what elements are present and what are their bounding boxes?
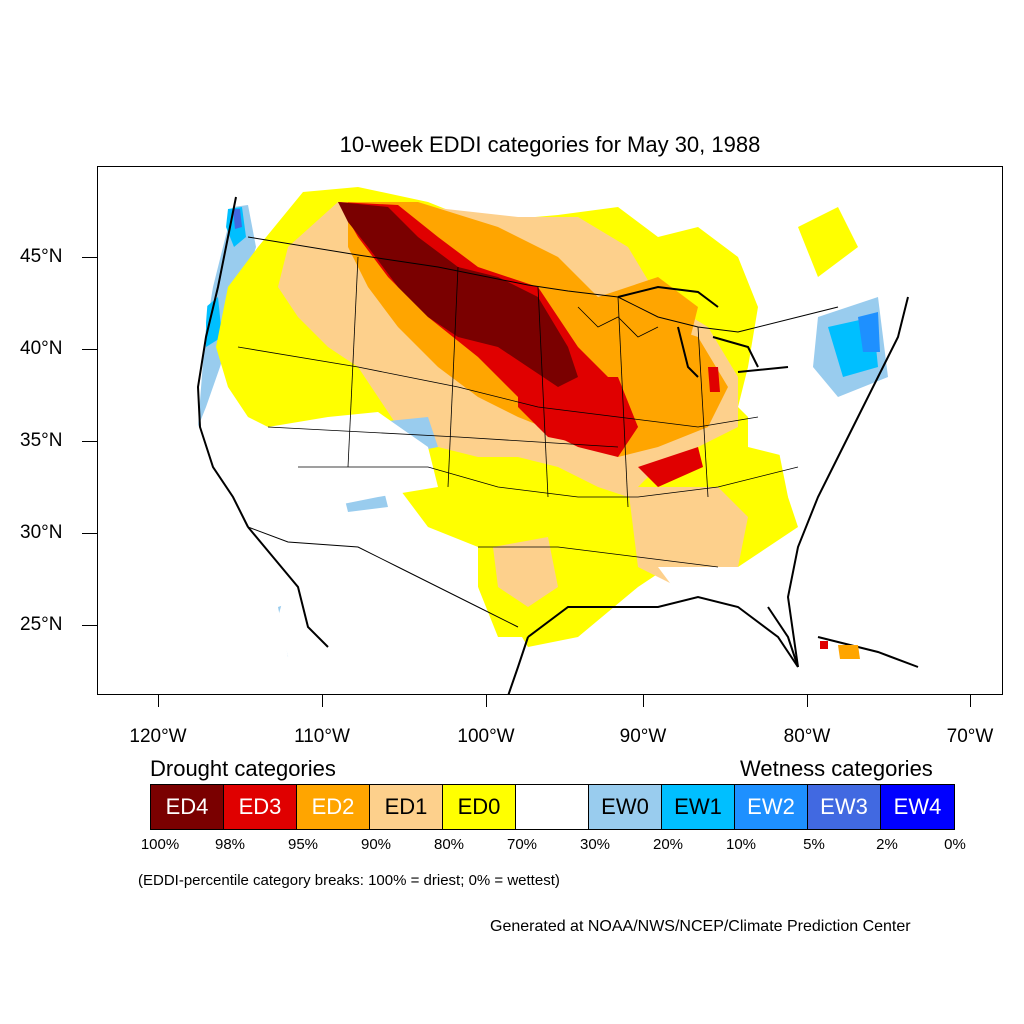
lon-label-70: 70°W (946, 726, 994, 747)
lon-tick-120 (158, 695, 159, 707)
lon-label-100: 100°W (457, 726, 515, 747)
legend-label-ew4: EW4 (893, 794, 942, 819)
pct-label: 2% (876, 836, 898, 853)
legend-box-ed0: ED0 (443, 785, 516, 829)
lat-label-25: 25°N (20, 614, 63, 635)
pct-label: 70% (506, 836, 538, 853)
ocean-blank (98, 167, 218, 694)
legend-note: (EDDI-percentile category breaks: 100% =… (138, 872, 560, 889)
pct-label: 10% (725, 836, 757, 853)
east-coast-blank (748, 377, 828, 457)
legend-label-ed1: ED1 (384, 794, 428, 819)
legend-bar: ED4 ED3 ED2 ED1 ED0 EW0 EW1 EW2 EW3 EW4 (150, 784, 955, 830)
lat-label-35: 35°N (20, 430, 63, 451)
ed1-texas (493, 537, 558, 607)
lat-label-45: 45°N (20, 246, 63, 267)
legend-box-ew3: EW3 (808, 785, 881, 829)
map-canvas (98, 167, 919, 694)
mexico-blank (278, 547, 498, 694)
legend-label-ew2: EW2 (747, 794, 795, 819)
pct-label: 20% (652, 836, 684, 853)
lon-tick-100 (486, 695, 487, 707)
drought-heading: Drought categories (150, 756, 336, 781)
coastline (196, 196, 909, 694)
florida (767, 606, 799, 668)
pct-label: 5% (803, 836, 825, 853)
cuba-ed3-patch (820, 641, 828, 649)
eddi-map (97, 166, 1003, 695)
legend-box-ed2: ED2 (297, 785, 370, 829)
ed1-southeast (628, 487, 748, 587)
ed4-region (338, 202, 578, 387)
pct-label: 90% (360, 836, 392, 853)
legend-box-ed4: ED4 (151, 785, 224, 829)
wetness-heading: Wetness categories (740, 756, 933, 781)
lat-label-30: 30°N (20, 522, 63, 543)
pct-label: 80% (433, 836, 465, 853)
legend-label-ew3: EW3 (820, 794, 868, 819)
lon-tick-110 (322, 695, 323, 707)
legend-box-ed3: ED3 (224, 785, 297, 829)
lon-tick-90 (643, 695, 644, 707)
legend-label-ew0: EW0 (601, 794, 649, 819)
cuba (817, 636, 919, 668)
lon-tick-70 (970, 695, 971, 707)
ed3-kentucky (638, 447, 703, 487)
cuba-ed-patch (838, 645, 860, 659)
lat-tick-35 (82, 441, 97, 442)
legend-box-ew0: EW0 (589, 785, 662, 829)
pct-label: 95% (287, 836, 319, 853)
lat-tick-30 (82, 533, 97, 534)
legend-box-ew1: EW1 (662, 785, 735, 829)
legend-label-ed2: ED2 (311, 794, 355, 819)
pct-label: 100% (140, 836, 180, 853)
legend-label-ed3: ED3 (238, 794, 282, 819)
legend-label-ed4: ED4 (165, 794, 209, 819)
lon-label-80: 80°W (783, 726, 831, 747)
washington-ew3-region (233, 209, 242, 229)
ed3-michigan (708, 367, 720, 392)
mexico-border (247, 526, 519, 628)
pct-label: 0% (944, 836, 966, 853)
oregon-coast-wet (206, 297, 222, 347)
ed0-canada-east (798, 207, 858, 277)
lat-label-40: 40°N (20, 338, 63, 359)
pct-label: 30% (579, 836, 611, 853)
lon-label-90: 90°W (619, 726, 667, 747)
lon-label-120: 120°W (129, 726, 187, 747)
legend-box-ed1: ED1 (370, 785, 443, 829)
legend-box-neutral (516, 785, 589, 829)
map-title: 10-week EDDI categories for May 30, 1988 (339, 132, 761, 157)
legend-box-ew4: EW4 (881, 785, 954, 829)
lon-label-110: 110°W (294, 726, 350, 747)
legend-label-ew1: EW1 (674, 794, 722, 819)
northeast-ew2 (858, 312, 880, 352)
great-lakes (617, 285, 789, 378)
pct-label: 98% (214, 836, 246, 853)
lon-tick-80 (807, 695, 808, 707)
state-boundaries (237, 256, 799, 568)
legend-box-ew2: EW2 (735, 785, 808, 829)
lat-tick-25 (82, 625, 97, 626)
credit-text: Generated at NOAA/NWS/NCEP/Climate Predi… (490, 918, 911, 935)
legend-label-ed0: ED0 (457, 794, 501, 819)
mountain-west-blank (248, 412, 438, 547)
lat-tick-45 (82, 257, 97, 258)
lat-tick-40 (82, 349, 97, 350)
